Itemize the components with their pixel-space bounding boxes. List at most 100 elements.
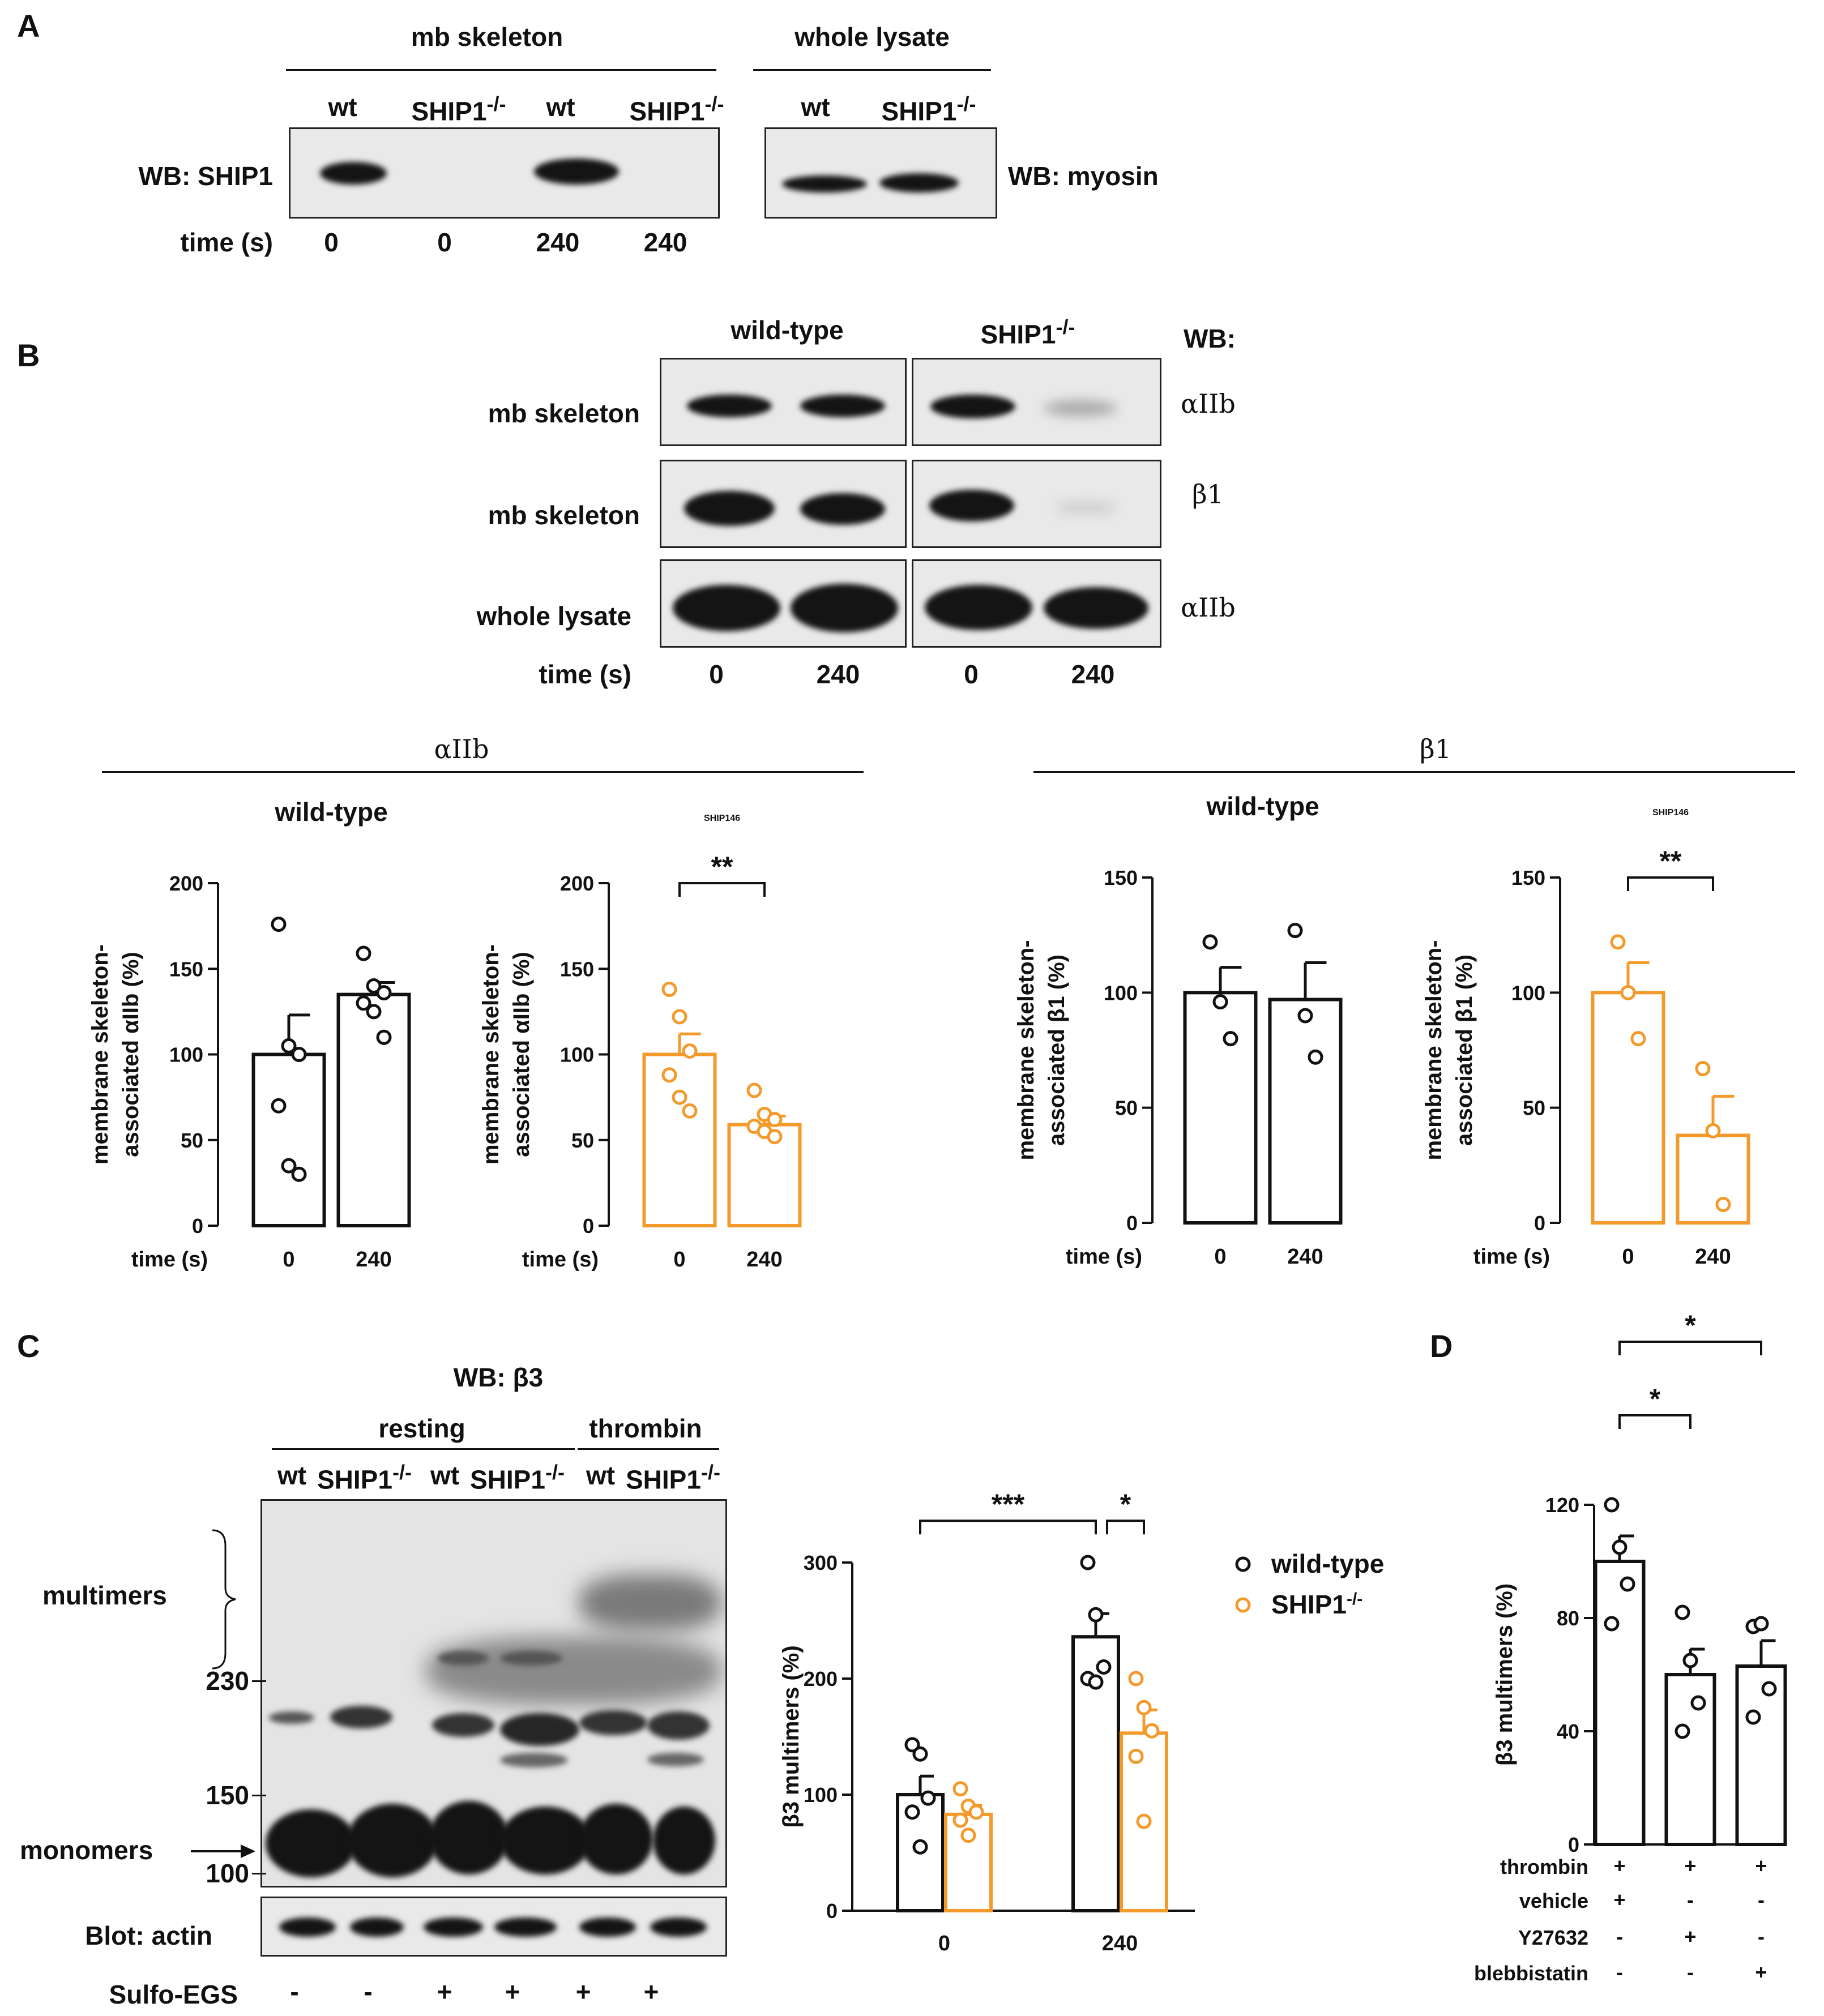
- data-point: [1202, 934, 1218, 950]
- group-line-mb: [286, 69, 716, 71]
- time-value: 0: [964, 660, 979, 689]
- data-point: [1128, 1748, 1144, 1764]
- monomers-label: monomers: [20, 1835, 153, 1865]
- data-point: [912, 1839, 928, 1855]
- column-label-ship1: SHIP1-/-: [980, 315, 1075, 349]
- y-tick-label: 80: [1557, 1607, 1579, 1630]
- data-point: [1287, 923, 1303, 939]
- panel-label-d: D: [1430, 1328, 1453, 1364]
- data-point: [271, 1098, 287, 1114]
- group-line-aiib: [102, 771, 864, 773]
- actin-label: Blot: actin: [85, 1921, 212, 1950]
- data-point: [661, 982, 677, 998]
- data-point: [1675, 1723, 1690, 1739]
- data-point: [672, 1009, 687, 1025]
- treatment-row-label: blebbistatin: [1473, 1962, 1588, 1985]
- data-point: [291, 1047, 307, 1062]
- y-tick-label: 100: [560, 1043, 594, 1067]
- time-value: 0: [709, 660, 724, 689]
- data-point: [767, 1129, 783, 1145]
- data-point: [1308, 1049, 1323, 1065]
- y-tick-label: 100: [1104, 981, 1138, 1004]
- data-point: [281, 1158, 297, 1174]
- group-line-whole: [753, 69, 991, 71]
- data-point: [767, 1111, 783, 1127]
- significance-label: **: [1660, 845, 1682, 877]
- treatment-sign: -: [1758, 1888, 1765, 1911]
- bar: [642, 1052, 717, 1227]
- data-point: [1620, 985, 1636, 1000]
- group-label-whole-lysate: whole lysate: [794, 22, 950, 52]
- data-point: [1096, 1659, 1112, 1675]
- group-label-thrombin: thrombin: [589, 1414, 702, 1443]
- mw-marker: 150: [206, 1780, 249, 1810]
- lane-label: wt: [430, 1461, 460, 1490]
- wb-label-ship1: WB: SHIP1: [138, 161, 273, 191]
- western-blot-b3: [260, 1499, 727, 1887]
- data-point: [1136, 1813, 1152, 1829]
- bar: [1664, 1673, 1716, 1846]
- group-label-mb-skeleton: mb skeleton: [411, 22, 563, 52]
- data-point: [271, 917, 287, 932]
- y-tick-label: 50: [181, 1129, 203, 1152]
- y-tick-label: 150: [1104, 866, 1138, 889]
- column-label-wild-type: wild-type: [731, 315, 844, 345]
- group-line-thrombin: [578, 1448, 719, 1450]
- western-blot-aiib-lysate-ship1: [912, 559, 1161, 648]
- significance-bracket: [1106, 1520, 1145, 1535]
- data-point: [757, 1124, 772, 1140]
- x-tick-label: 0: [283, 1248, 294, 1272]
- treatment-row-label: vehicle: [1519, 1889, 1588, 1912]
- mw-tick: [252, 1873, 266, 1874]
- data-point: [1612, 1539, 1627, 1555]
- data-point: [356, 945, 371, 961]
- x-axis-label: time (s): [131, 1248, 208, 1272]
- bar: [336, 992, 411, 1227]
- y-tick-label: 200: [804, 1667, 838, 1690]
- x-axis-label: time (s): [1066, 1245, 1142, 1269]
- wb-header: WB:: [1184, 324, 1236, 353]
- legend-marker: [1235, 1556, 1251, 1572]
- lane-label: SHIP1-/-: [626, 1461, 720, 1495]
- bar: [944, 1812, 993, 1913]
- legend-label: wild-type: [1271, 1549, 1384, 1578]
- time-label: time (s): [539, 660, 631, 689]
- treatment-row-label: thrombin: [1500, 1855, 1588, 1878]
- lane-label: SHIP1-/-: [629, 92, 724, 126]
- bar: [1735, 1664, 1787, 1846]
- western-blot-ship1: [289, 127, 720, 219]
- multimers-label: multimers: [42, 1581, 167, 1610]
- bar: [727, 1123, 802, 1228]
- treatment-sign: -: [1687, 1888, 1694, 1911]
- panel-label-c: C: [17, 1328, 40, 1364]
- y-tick-label: 150: [169, 957, 203, 981]
- data-point: [1705, 1123, 1721, 1138]
- x-tick-label: 240: [1695, 1245, 1731, 1269]
- group-label-b1: β1: [1420, 734, 1451, 764]
- data-point: [661, 1067, 677, 1083]
- mw-marker: 100: [206, 1859, 249, 1888]
- lane-label: SHIP1-/-: [317, 1461, 412, 1495]
- x-tick-label: 240: [746, 1248, 782, 1272]
- time-label: time (s): [180, 228, 273, 257]
- y-axis-label: β3 multimers (%): [1492, 1583, 1517, 1766]
- data-point: [757, 1106, 772, 1122]
- bar: [1071, 1635, 1120, 1912]
- x-tick-label: 240: [1287, 1245, 1323, 1269]
- lane-label: SHIP1-/-: [411, 92, 506, 126]
- data-point: [1080, 1671, 1096, 1687]
- western-blot-myosin: [764, 127, 997, 219]
- y-tick-label: 300: [804, 1551, 838, 1574]
- y-tick-label: 0: [583, 1214, 594, 1238]
- y-tick-label: 0: [826, 1899, 838, 1923]
- mw-tick: [252, 1795, 266, 1796]
- data-point: [366, 978, 382, 994]
- y-tick-label: 200: [560, 872, 594, 895]
- western-blot-aiib-lysate-wt: [660, 559, 907, 648]
- data-point: [1610, 934, 1626, 950]
- data-point: [376, 985, 392, 1001]
- treatment-sign: +: [1684, 1925, 1697, 1948]
- data-point: [1080, 1555, 1096, 1570]
- lane-label: wt: [586, 1461, 616, 1490]
